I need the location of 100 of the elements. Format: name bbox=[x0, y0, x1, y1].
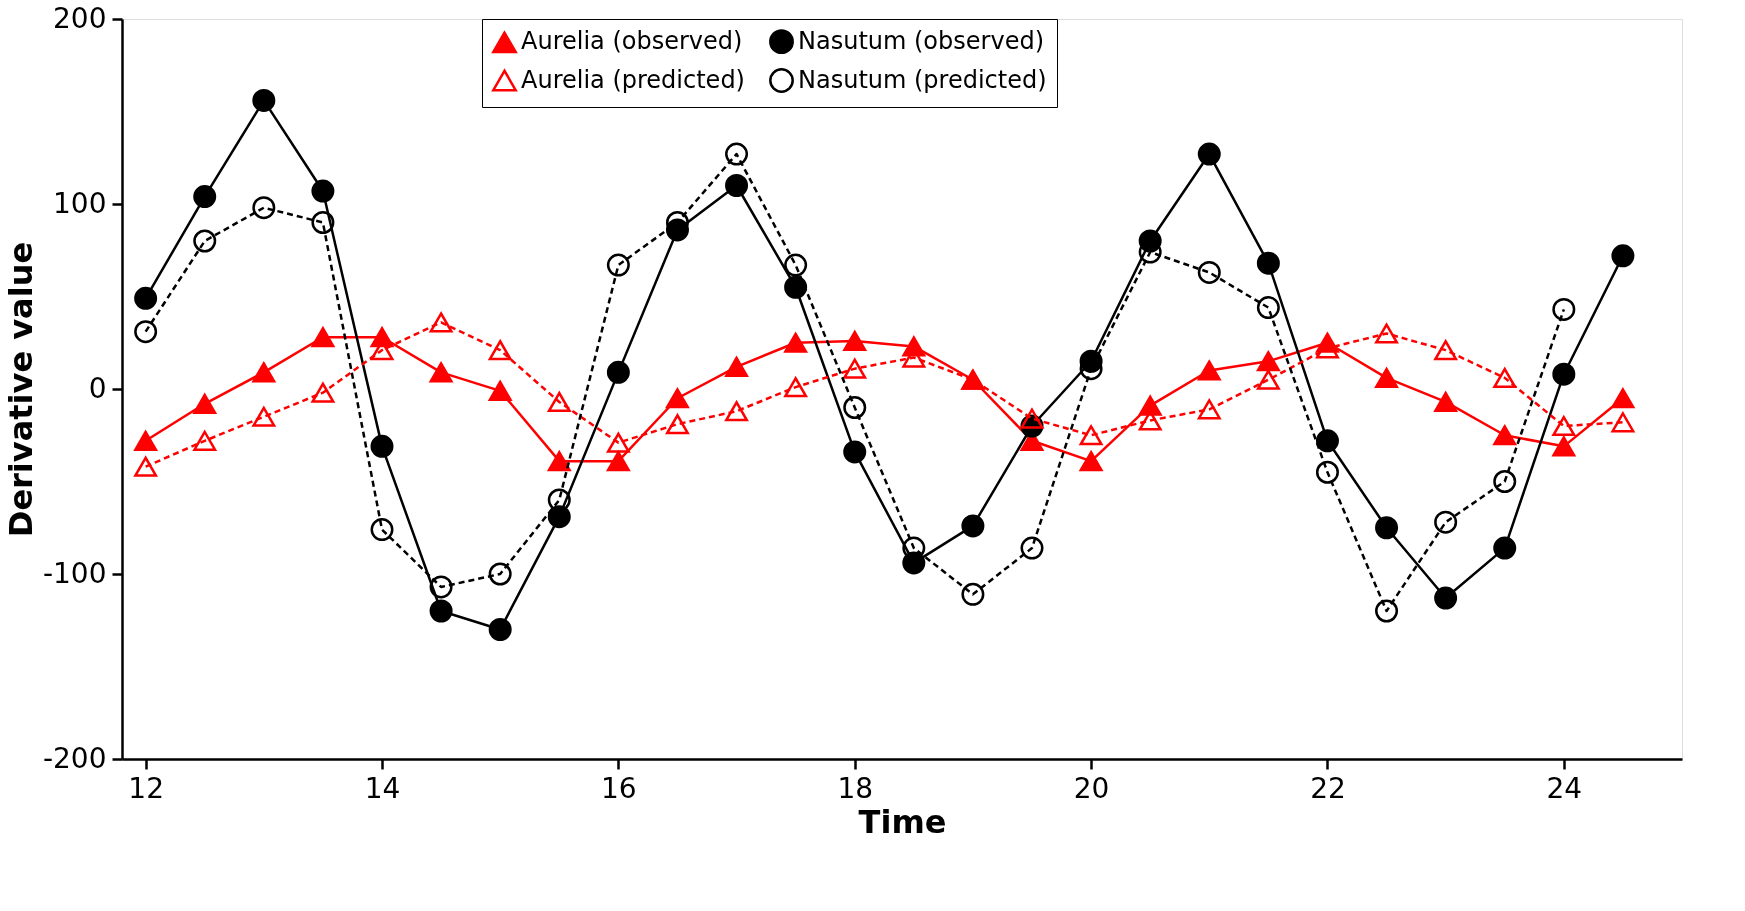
x-tick-label: 24 bbox=[1546, 771, 1583, 805]
y-tick-label: -200 bbox=[42, 741, 107, 775]
point bbox=[1493, 367, 1517, 389]
legend-label: Aurelia (predicted) bbox=[521, 65, 745, 94]
point bbox=[1197, 360, 1221, 381]
point bbox=[1493, 536, 1517, 560]
legend-label: Nasutum (observed) bbox=[798, 26, 1044, 55]
point bbox=[725, 174, 749, 197]
point bbox=[311, 327, 335, 348]
point bbox=[1434, 510, 1458, 534]
point bbox=[1434, 586, 1458, 610]
point bbox=[1493, 470, 1517, 493]
point bbox=[252, 406, 276, 427]
point bbox=[311, 179, 335, 203]
point bbox=[1375, 516, 1399, 540]
x-tick-label: 12 bbox=[128, 771, 164, 805]
point bbox=[547, 391, 571, 413]
point bbox=[1611, 244, 1635, 268]
point bbox=[252, 196, 276, 220]
x-tick-label: 18 bbox=[837, 771, 874, 805]
point bbox=[547, 505, 571, 529]
point bbox=[1256, 251, 1280, 275]
point bbox=[961, 582, 985, 606]
point bbox=[193, 430, 217, 451]
point bbox=[725, 142, 749, 166]
point bbox=[784, 377, 808, 398]
point bbox=[1020, 536, 1044, 560]
y-tick-label: 200 bbox=[53, 1, 107, 35]
y-axis-title: Derivative value bbox=[1, 241, 40, 538]
point bbox=[1552, 362, 1576, 386]
point bbox=[488, 618, 512, 641]
point bbox=[843, 396, 867, 419]
point bbox=[429, 575, 453, 599]
y-tick-label: 100 bbox=[53, 186, 107, 220]
point bbox=[429, 312, 453, 333]
point bbox=[606, 360, 630, 384]
point bbox=[784, 332, 808, 353]
point bbox=[1256, 369, 1280, 390]
point bbox=[1493, 425, 1517, 446]
point bbox=[488, 340, 512, 361]
y-tick-label: 0 bbox=[88, 371, 107, 405]
x-tick-label: 20 bbox=[1073, 771, 1110, 805]
point bbox=[606, 253, 630, 277]
point bbox=[1434, 391, 1458, 413]
point bbox=[429, 362, 453, 383]
point bbox=[1552, 436, 1576, 457]
point bbox=[1079, 451, 1103, 472]
point bbox=[370, 518, 394, 542]
point bbox=[311, 382, 335, 403]
point bbox=[665, 388, 689, 409]
point bbox=[725, 356, 749, 377]
x-axis-title: Time bbox=[858, 802, 947, 841]
point bbox=[1197, 142, 1221, 166]
point bbox=[1315, 429, 1339, 453]
point bbox=[134, 456, 158, 477]
point bbox=[1552, 297, 1576, 321]
point bbox=[843, 440, 867, 464]
point bbox=[1375, 323, 1399, 344]
point bbox=[843, 358, 867, 379]
point bbox=[961, 514, 985, 538]
point bbox=[193, 185, 217, 209]
legend-label: Nasutum (predicted) bbox=[798, 65, 1047, 94]
x-tick-label: 14 bbox=[364, 771, 401, 805]
point bbox=[134, 286, 158, 310]
point bbox=[1434, 340, 1458, 361]
x-tick-label: 22 bbox=[1310, 771, 1346, 805]
point bbox=[1375, 599, 1399, 623]
point bbox=[1020, 408, 1044, 429]
legend-label: Aurelia (observed) bbox=[521, 27, 743, 56]
point bbox=[606, 451, 630, 472]
point bbox=[1315, 460, 1339, 484]
point bbox=[784, 275, 808, 299]
point bbox=[252, 362, 276, 383]
point bbox=[843, 330, 867, 352]
point bbox=[488, 562, 512, 586]
point bbox=[1611, 412, 1635, 433]
point bbox=[1197, 399, 1221, 420]
point bbox=[252, 88, 276, 112]
point bbox=[547, 488, 571, 512]
point bbox=[488, 380, 512, 401]
x-tick-label: 16 bbox=[601, 771, 637, 805]
point bbox=[1375, 367, 1399, 389]
point bbox=[311, 211, 335, 234]
point bbox=[429, 599, 453, 623]
point bbox=[1611, 388, 1635, 409]
point bbox=[725, 401, 749, 422]
point bbox=[665, 414, 689, 435]
point bbox=[784, 253, 808, 277]
point bbox=[547, 451, 571, 472]
point bbox=[193, 229, 217, 253]
point bbox=[1552, 415, 1576, 437]
point bbox=[1197, 260, 1221, 284]
y-tick-label: -100 bbox=[42, 556, 107, 590]
point bbox=[1256, 351, 1280, 372]
point bbox=[134, 430, 158, 451]
point bbox=[1256, 296, 1280, 320]
point bbox=[193, 393, 217, 414]
point bbox=[370, 434, 394, 458]
point bbox=[606, 432, 630, 453]
point bbox=[134, 320, 158, 344]
